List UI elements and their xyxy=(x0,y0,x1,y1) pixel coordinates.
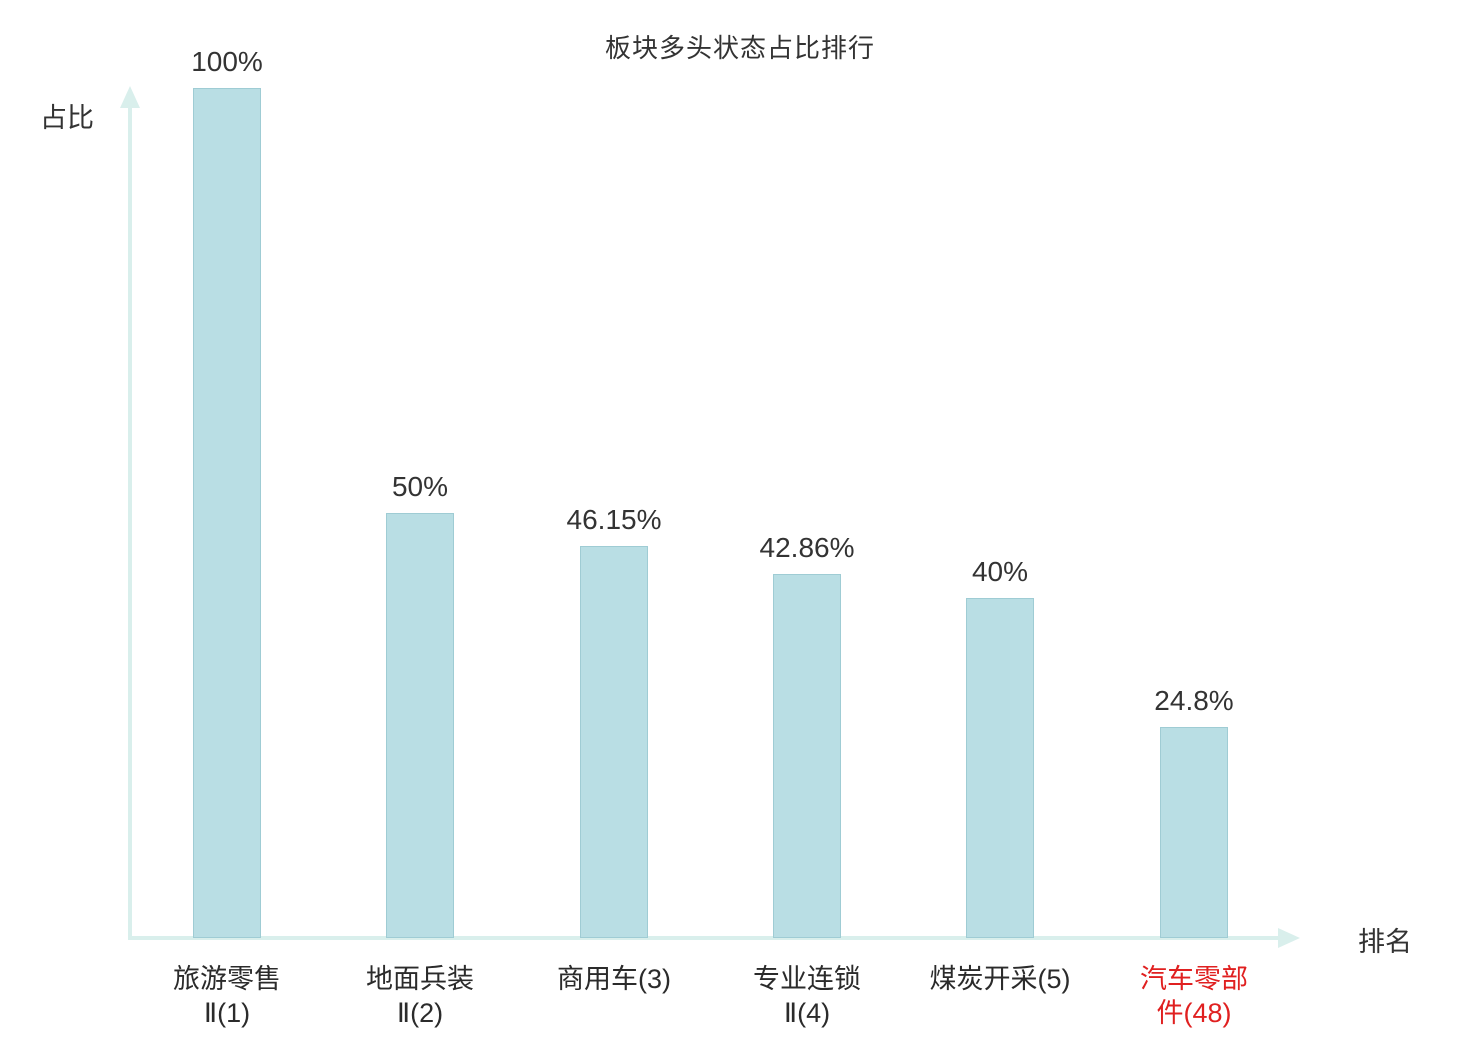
value-label-5: 40% xyxy=(971,556,1029,587)
category-label-2: 地面兵装 Ⅱ(2) xyxy=(366,964,474,1028)
category-label-4: 专业连锁 Ⅱ(4) xyxy=(753,964,861,1028)
bar-4 xyxy=(773,574,841,938)
x-axis-arrow-icon xyxy=(1278,928,1300,948)
y-axis-label: 占比 xyxy=(40,103,94,133)
category-label-3: 商用车(3) xyxy=(557,964,671,994)
y-axis-arrow-icon xyxy=(120,86,140,108)
bar-5 xyxy=(966,598,1034,938)
bar-3 xyxy=(580,546,648,938)
category-label-6: 汽车零部 件(48) xyxy=(1140,964,1248,1028)
value-label-1: 100% xyxy=(191,46,263,77)
bar-1 xyxy=(193,88,261,938)
bar-2 xyxy=(386,513,454,938)
value-label-2: 50% xyxy=(391,471,449,502)
x-axis-label: 排名 xyxy=(1358,927,1412,957)
value-label-4: 42.86% xyxy=(759,532,855,563)
value-label-3: 46.15% xyxy=(566,504,662,535)
bar-6 xyxy=(1160,727,1228,938)
chart-title: 板块多头状态占比排行 xyxy=(604,33,875,63)
category-label-5: 煤炭开采(5) xyxy=(929,964,1071,994)
category-label-1: 旅游零售 Ⅱ(1) xyxy=(173,964,281,1028)
value-label-6: 24.8% xyxy=(1154,685,1234,716)
